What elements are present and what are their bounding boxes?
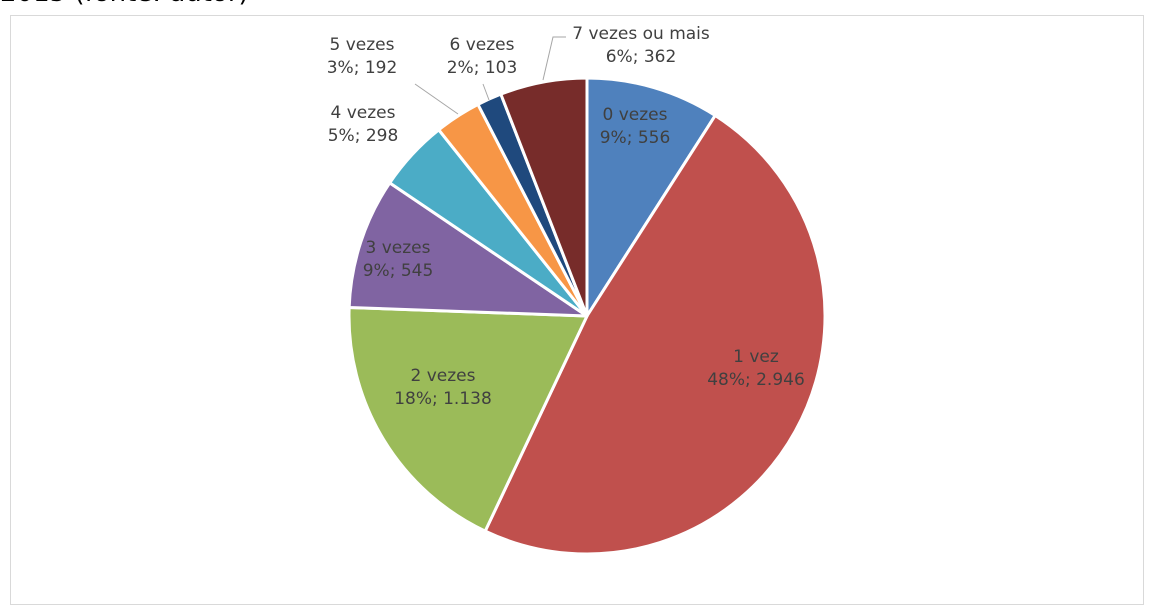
data-label: 1 vez 48%; 2.946 — [707, 347, 805, 390]
pie-slice-3-vezes — [347, 181, 589, 318]
leader-line — [482, 83, 490, 101]
data-label: 0 vezes 9%; 556 — [600, 105, 671, 148]
data-label-category: 3 vezes — [366, 238, 431, 258]
data-label-category: 6 vezes — [450, 35, 515, 55]
data-label-category: 4 vezes — [331, 103, 396, 123]
pie-slice-0-vezes — [585, 76, 717, 318]
leader-lines — [414, 36, 566, 115]
data-label-value: 9%; 556 — [600, 128, 671, 148]
data-label-category: 5 vezes — [330, 35, 395, 55]
data-label-category: 2 vezes — [411, 366, 476, 386]
data-label: 2 vezes 18%; 1.138 — [394, 366, 492, 409]
pie-slice-2-vezes — [347, 305, 589, 533]
data-label: 4 vezes 5%; 298 — [328, 103, 399, 146]
data-label-value: 9%; 545 — [363, 261, 434, 281]
pie-slices — [347, 76, 827, 556]
leader-line — [542, 36, 566, 81]
data-label-value: 2%; 103 — [447, 58, 518, 78]
data-label-category: 7 vezes ou mais — [572, 24, 710, 44]
pie-slice-1-vez — [483, 113, 827, 556]
data-label-value: 48%; 2.946 — [707, 370, 805, 390]
data-label-value: 18%; 1.138 — [394, 389, 492, 409]
figure-caption: 2015 (fonte: autor) — [0, 0, 249, 8]
leader-line — [414, 83, 459, 115]
data-label: 6 vezes 2%; 103 — [447, 35, 518, 78]
data-label: 7 vezes ou mais 6%; 362 — [572, 24, 710, 67]
data-labels: 0 vezes 9%; 556 1 vez 48%; 2.946 2 vezes 18%;… — [327, 24, 805, 409]
data-label-value: 5%; 298 — [328, 126, 399, 146]
data-label-value: 3%; 192 — [327, 58, 398, 78]
pie-slice-7-vezes-ou-mais — [499, 76, 589, 318]
data-label: 5 vezes 3%; 192 — [327, 35, 398, 78]
data-label-category: 1 vez — [733, 347, 779, 367]
data-label-category: 0 vezes — [603, 105, 668, 125]
data-label: 3 vezes 9%; 545 — [363, 238, 434, 281]
data-label-value: 6%; 362 — [606, 47, 677, 67]
